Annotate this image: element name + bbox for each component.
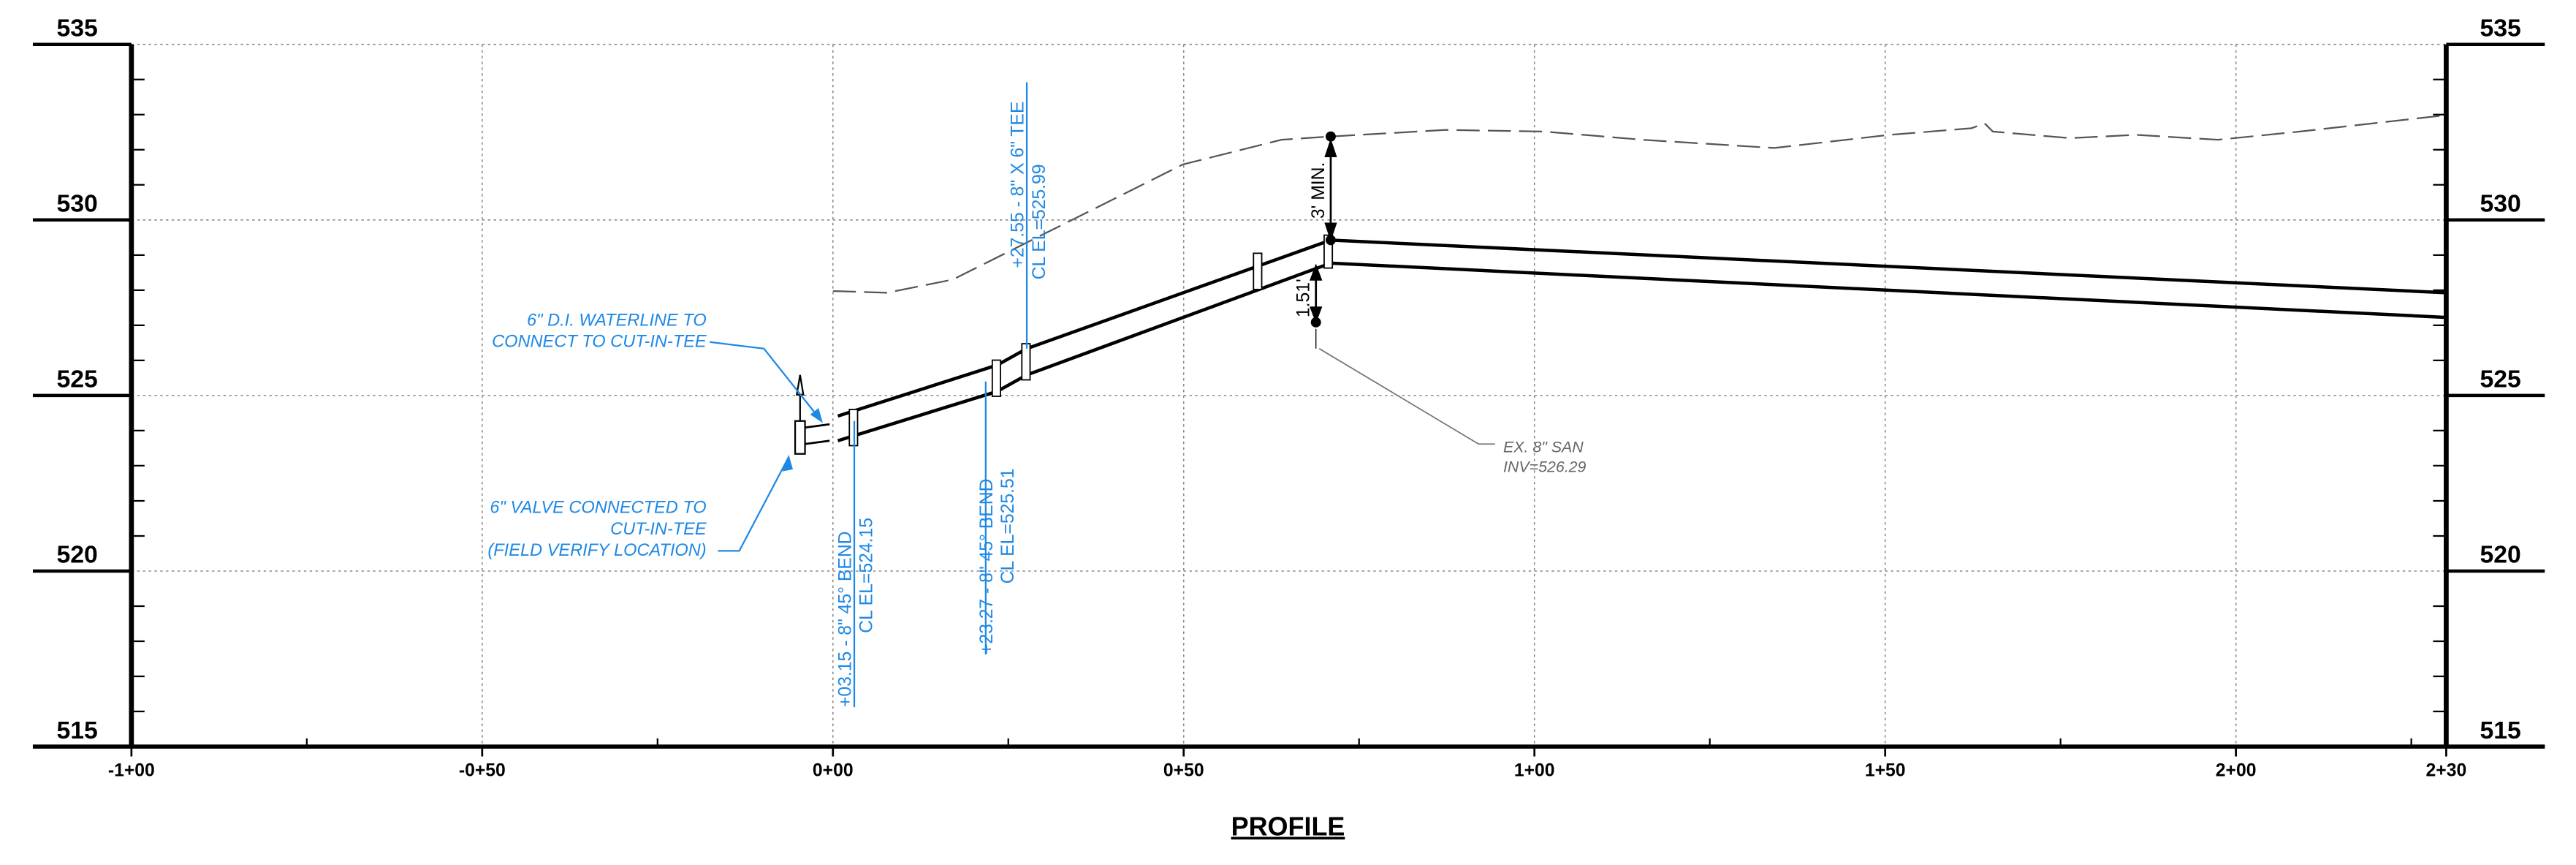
elevation-label: 515 — [57, 717, 98, 744]
annotation: INV=526.29 — [1503, 458, 1587, 475]
station-label: 2+30 — [2426, 761, 2467, 781]
annotation: +23.27 - 8" 45° BEND — [977, 478, 997, 654]
san-leader — [1318, 348, 1495, 445]
frame — [32, 42, 2545, 757]
elevation-label: 530 — [57, 190, 98, 218]
annotation: 6" VALVE CONNECTED TO — [490, 499, 706, 518]
grid — [131, 43, 2447, 747]
annotation: +27.55 - 8" X 6" TEE — [1008, 102, 1028, 268]
dimensions — [1310, 131, 1337, 349]
elevation-label: 525 — [57, 366, 98, 393]
annotation: CL EL=524.15 — [857, 518, 877, 633]
annotation: CL EL=525.99 — [1030, 164, 1049, 279]
station-label: -0+50 — [459, 761, 506, 781]
annotation: +03.15 - 8" 45° BEND — [836, 531, 856, 707]
station-label: 1+50 — [1865, 761, 1906, 781]
station-label: 0+00 — [813, 761, 854, 781]
dimension-label: 3' MIN. — [1309, 162, 1329, 219]
elevation-label: 520 — [2480, 541, 2520, 569]
leaders — [710, 82, 1028, 708]
elevation-label: 530 — [2480, 190, 2520, 218]
elevation-label: 525 — [2480, 366, 2520, 393]
station-label: 2+00 — [2216, 761, 2257, 781]
annotation: (FIELD VERIFY LOCATION) — [487, 541, 706, 560]
annotation: CUT-IN-TEE — [610, 520, 707, 539]
station-label: -1+00 — [108, 761, 155, 781]
title: PROFILE — [1231, 812, 1345, 842]
station-label: 1+00 — [1514, 761, 1555, 781]
elevation-label: 535 — [2480, 14, 2520, 42]
pipe — [805, 238, 2447, 445]
elevation-label: 515 — [2480, 717, 2520, 744]
elevation-label: 520 — [57, 541, 98, 569]
station-label: 0+50 — [1163, 761, 1204, 781]
existing-ground — [832, 114, 2447, 294]
valve — [794, 374, 806, 455]
annotation: 6" D.I. WATERLINE TO — [527, 311, 707, 330]
annotation: EX. 8" SAN — [1503, 438, 1584, 456]
elevation-label: 535 — [57, 14, 98, 42]
annotation: CL EL=525.51 — [998, 469, 1018, 584]
annotation: CONNECT TO CUT-IN-TEE — [492, 333, 707, 352]
dimension-label: 1.51' — [1294, 279, 1314, 317]
